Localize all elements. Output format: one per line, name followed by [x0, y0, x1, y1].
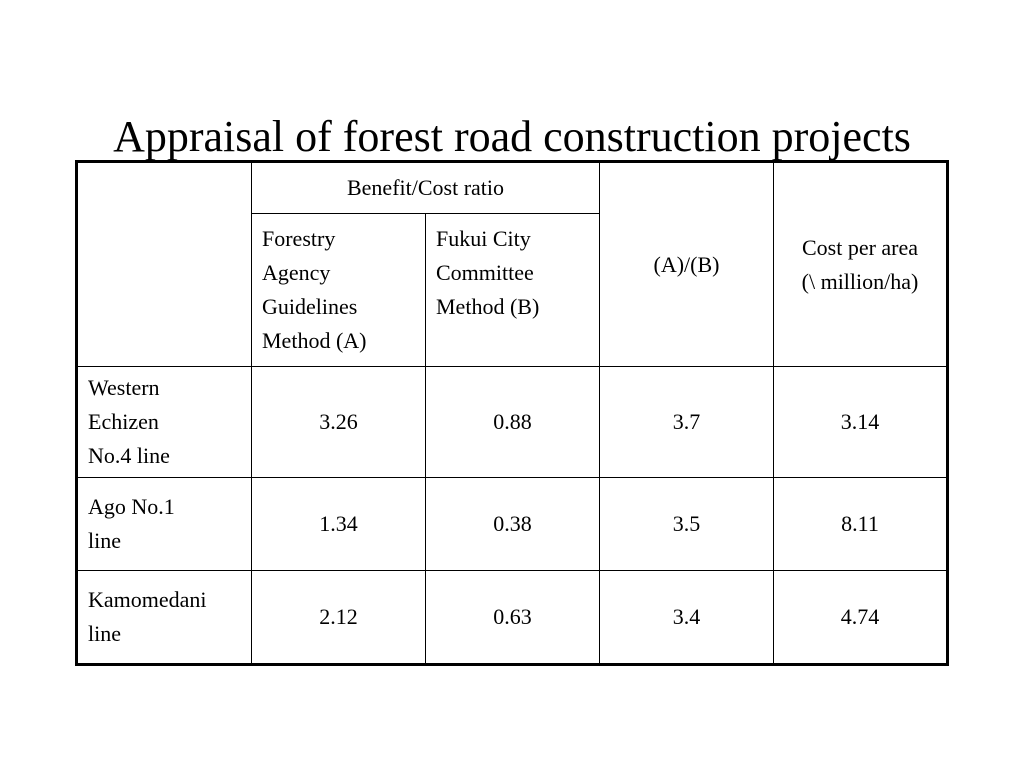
row-name-cell: Western Echizen No.4 line — [76, 366, 252, 478]
cost-value: 3.14 — [773, 366, 948, 478]
row-name-line: Echizen — [88, 409, 159, 434]
table-row: Western Echizen No.4 line 3.26 0.88 3.7 … — [76, 366, 948, 478]
ratio-value: 3.7 — [599, 366, 774, 478]
method-b-header-line: Method (B) — [436, 294, 540, 319]
ratio-header: (A)/(B) — [599, 161, 774, 367]
method-b-value: 0.63 — [425, 570, 600, 665]
method-a-value: 2.12 — [251, 570, 426, 665]
appraisal-table: Benefit/Cost ratio (A)/(B) Cost per area… — [75, 160, 949, 666]
method-a-value: 1.34 — [251, 477, 426, 571]
method-b-header-line: Fukui City — [436, 226, 531, 251]
slide-title: Appraisal of forest road construction pr… — [113, 112, 911, 162]
method-a-header: Forestry Agency Guidelines Method (A) — [251, 213, 426, 367]
method-a-header-line: Method (A) — [262, 328, 367, 353]
ratio-value: 3.4 — [599, 570, 774, 665]
method-b-header-line: Committee — [436, 260, 534, 285]
cost-header-line: (\ million/ha) — [801, 268, 919, 294]
method-a-header-line: Guidelines — [262, 294, 358, 319]
row-name-cell: Ago No.1 line — [76, 477, 252, 571]
method-b-value: 0.88 — [425, 366, 600, 478]
empty-corner-cell — [76, 161, 252, 367]
method-a-header-line: Forestry — [262, 226, 336, 251]
method-a-header-line: Agency — [262, 260, 331, 285]
cost-header-line: Cost per area — [801, 234, 919, 260]
row-name-line: line — [88, 528, 121, 553]
table-row: Kamomedani line 2.12 0.63 3.4 4.74 — [76, 570, 948, 665]
cost-per-area-header: Cost per area (\ million/ha) — [773, 161, 948, 367]
row-name-cell: Kamomedani line — [76, 570, 252, 665]
table-row: Ago No.1 line 1.34 0.38 3.5 8.11 — [76, 477, 948, 571]
row-name-line: Ago No.1 — [88, 494, 175, 519]
benefit-cost-ratio-header: Benefit/Cost ratio — [251, 161, 600, 214]
cost-value: 8.11 — [773, 477, 948, 571]
cost-value: 4.74 — [773, 570, 948, 665]
method-b-header: Fukui City Committee Method (B) — [425, 213, 600, 367]
row-name-line: Kamomedani — [88, 587, 207, 612]
row-name-line: line — [88, 621, 121, 646]
row-name-line: No.4 line — [88, 443, 170, 468]
row-name-line: Western — [88, 375, 160, 400]
method-a-value: 3.26 — [251, 366, 426, 478]
ratio-value: 3.5 — [599, 477, 774, 571]
header-row-2: Forestry Agency Guidelines Method (A) Fu… — [77, 213, 948, 367]
header-row-1: Benefit/Cost ratio (A)/(B) Cost per area… — [76, 161, 948, 367]
method-b-value: 0.38 — [425, 477, 600, 571]
